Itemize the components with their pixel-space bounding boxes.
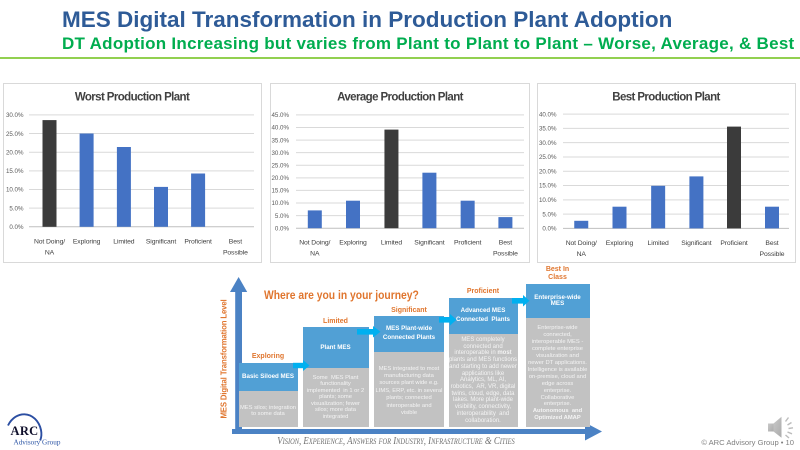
svg-text:35.0%: 35.0%: [271, 137, 289, 144]
svg-text:10.0%: 10.0%: [271, 200, 289, 207]
svg-text:15.0%: 15.0%: [539, 182, 557, 189]
svg-text:Limited: Limited: [648, 239, 670, 246]
svg-text:40.0%: 40.0%: [539, 111, 557, 118]
svg-text:15.0%: 15.0%: [6, 168, 24, 175]
svg-text:Best Production Plant: Best Production Plant: [612, 91, 720, 103]
svg-text:25.0%: 25.0%: [271, 162, 289, 169]
svg-text:Exploring: Exploring: [73, 238, 101, 245]
svg-text:Proficient: Proficient: [184, 238, 212, 245]
svg-text:35.0%: 35.0%: [539, 125, 557, 132]
svg-text:30.0%: 30.0%: [271, 149, 289, 156]
svg-text:25.0%: 25.0%: [539, 154, 557, 161]
svg-text:Possible: Possible: [760, 250, 785, 257]
svg-text:45.0%: 45.0%: [271, 112, 289, 119]
svg-text:Significant: Significant: [146, 238, 176, 245]
svg-text:Advisory Group: Advisory Group: [14, 439, 61, 447]
svg-text:Limited: Limited: [380, 239, 402, 246]
svg-text:Not Doing/: Not Doing/: [299, 239, 330, 246]
svg-text:20.0%: 20.0%: [6, 149, 24, 156]
svg-text:Possible: Possible: [223, 249, 248, 256]
svg-text:Worst Production Plant: Worst Production Plant: [75, 91, 190, 103]
svg-text:Proficient: Proficient: [453, 239, 481, 246]
svg-text:Significant: Significant: [414, 239, 444, 246]
svg-text:Not Doing/: Not Doing/: [566, 239, 597, 246]
svg-text:Best: Best: [765, 239, 778, 246]
svg-text:30.0%: 30.0%: [6, 112, 24, 119]
svg-text:Proficient: Proficient: [720, 239, 748, 246]
svg-text:10.0%: 10.0%: [6, 186, 24, 193]
svg-text:Not Doing/: Not Doing/: [34, 238, 65, 245]
svg-text:25.0%: 25.0%: [6, 130, 24, 137]
svg-text:40.0%: 40.0%: [271, 124, 289, 131]
svg-text:20.0%: 20.0%: [539, 168, 557, 175]
svg-text:0.0%: 0.0%: [274, 225, 289, 232]
svg-text:NA: NA: [577, 250, 587, 257]
svg-text:5.0%: 5.0%: [542, 211, 557, 218]
svg-text:0.0%: 0.0%: [9, 224, 24, 231]
svg-text:Possible: Possible: [492, 250, 517, 257]
svg-text:5.0%: 5.0%: [274, 212, 289, 219]
svg-text:10.0%: 10.0%: [539, 197, 557, 204]
svg-text:NA: NA: [310, 250, 320, 257]
svg-text:Best: Best: [229, 238, 242, 245]
svg-text:15.0%: 15.0%: [271, 187, 289, 194]
svg-text:Best: Best: [498, 239, 511, 246]
svg-text:Exploring: Exploring: [339, 239, 367, 246]
svg-text:20.0%: 20.0%: [271, 175, 289, 182]
svg-text:5.0%: 5.0%: [9, 205, 24, 212]
svg-text:30.0%: 30.0%: [539, 139, 557, 146]
svg-text:ARC: ARC: [11, 424, 39, 438]
svg-text:0.0%: 0.0%: [542, 225, 557, 232]
svg-text:Average Production Plant: Average Production Plant: [337, 91, 464, 103]
svg-text:Exploring: Exploring: [606, 239, 634, 246]
svg-text:Limited: Limited: [113, 238, 135, 245]
svg-text:NA: NA: [45, 249, 55, 256]
svg-text:Significant: Significant: [681, 239, 711, 246]
